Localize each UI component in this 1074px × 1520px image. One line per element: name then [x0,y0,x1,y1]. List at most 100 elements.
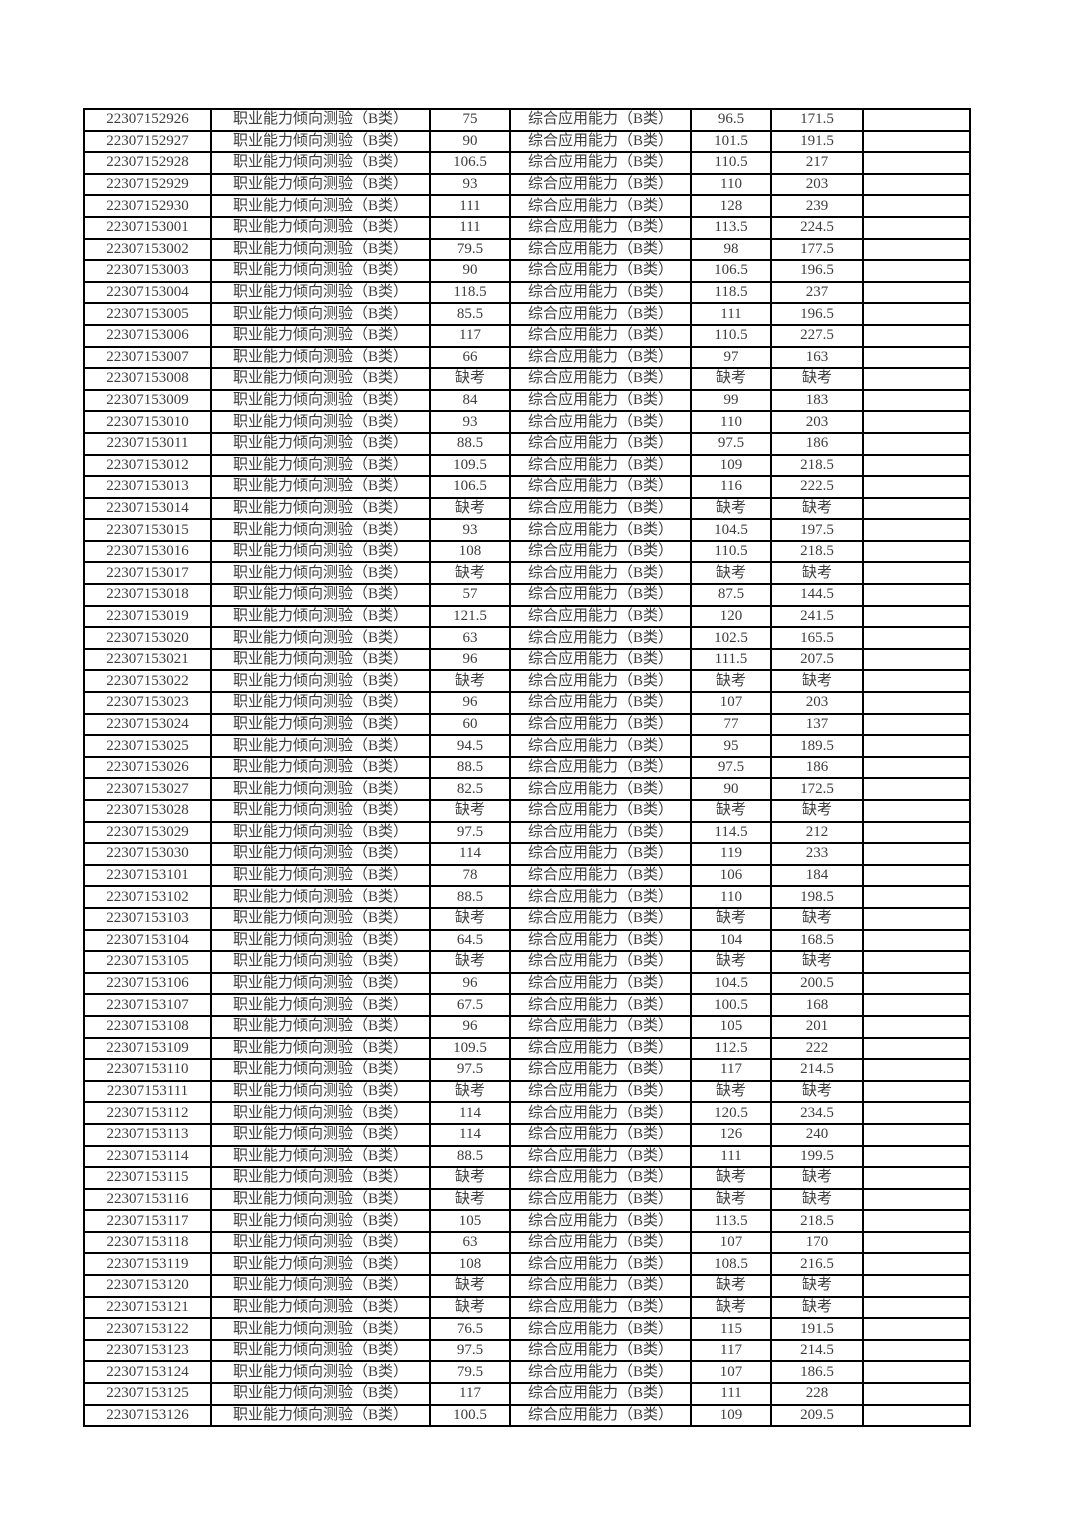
empty-cell [862,647,971,672]
score2-cell: 119 [690,842,772,866]
candidate-id-cell: 22307153023 [83,691,212,715]
subject2-cell: 综合应用能力（B类） [509,453,692,478]
candidate-id-cell: 22307153008 [83,367,212,391]
table-row: 22307153110 职业能力倾向测验（B类） 97.5 综合应用能力（B类）… [83,1058,971,1082]
total-score-cell: 191.5 [770,1317,864,1341]
score1-cell: 缺考 [429,561,511,586]
total-score-cell: 缺考 [770,1079,864,1104]
candidate-id-cell: 22307153028 [83,799,212,823]
table-row: 22307152930 职业能力倾向测验（B类） 111 综合应用能力（B类） … [83,194,971,218]
score2-cell: 缺考 [690,367,772,391]
score2-cell: 95 [690,734,772,758]
candidate-id-cell: 22307153027 [83,777,212,801]
table-row: 22307153107 职业能力倾向测验（B类） 67.5 综合应用能力（B类）… [83,993,971,1017]
score1-cell: 85.5 [429,302,511,326]
candidate-id-cell: 22307153123 [83,1338,212,1363]
empty-cell [862,712,971,737]
score1-cell: 111 [429,194,511,218]
subject1-cell: 职业能力倾向测验（B类） [210,928,431,953]
total-score-cell: 233 [770,842,864,866]
table-row: 22307153007 职业能力倾向测验（B类） 66 综合应用能力（B类） 9… [83,345,971,370]
candidate-id-cell: 22307153119 [83,1252,212,1277]
score2-cell: 缺考 [690,950,772,974]
score2-cell: 缺考 [690,1187,772,1212]
score2-cell: 109 [690,453,772,478]
subject1-cell: 职业能力倾向测验（B类） [210,691,431,715]
subject2-cell: 综合应用能力（B类） [509,691,692,715]
subject1-cell: 职业能力倾向测验（B类） [210,302,431,326]
score2-cell: 99 [690,388,772,413]
score1-cell: 97.5 [429,1338,511,1363]
candidate-id-cell: 22307153102 [83,885,212,909]
score-table-body: 22307152926 职业能力倾向测验（B类） 75 综合应用能力（B类） 9… [83,108,971,1428]
score2-cell: 98 [690,237,772,262]
total-score-cell: 缺考 [770,561,864,586]
subject2-cell: 综合应用能力（B类） [509,1122,692,1147]
subject2-cell: 综合应用能力（B类） [509,561,692,586]
score1-cell: 63 [429,1230,511,1255]
candidate-id-cell: 22307153011 [83,431,212,456]
subject2-cell: 综合应用能力（B类） [509,885,692,909]
subject1-cell: 职业能力倾向测验（B类） [210,583,431,607]
candidate-id-cell: 22307153004 [83,280,212,305]
empty-cell [862,431,971,456]
candidate-id-cell: 22307153122 [83,1317,212,1341]
subject2-cell: 综合应用能力（B类） [509,1036,692,1061]
subject2-cell: 综合应用能力（B类） [509,475,692,499]
score1-cell: 缺考 [429,669,511,694]
subject2-cell: 综合应用能力（B类） [509,928,692,953]
empty-cell [862,259,971,283]
candidate-id-cell: 22307153022 [83,669,212,694]
score2-cell: 100.5 [690,993,772,1017]
total-score-cell: 218.5 [770,453,864,478]
subject2-cell: 综合应用能力（B类） [509,1382,692,1406]
table-row: 22307153106 职业能力倾向测验（B类） 96 综合应用能力（B类） 1… [83,971,971,996]
total-score-cell: 191.5 [770,129,864,154]
subject1-cell: 职业能力倾向测验（B类） [210,1338,431,1363]
score1-cell: 60 [429,712,511,737]
total-score-cell: 216.5 [770,1252,864,1277]
subject1-cell: 职业能力倾向测验（B类） [210,777,431,801]
table-row: 22307153105 职业能力倾向测验（B类） 缺考 综合应用能力（B类） 缺… [83,950,971,974]
score2-cell: 104.5 [690,518,772,542]
total-score-cell: 177.5 [770,237,864,262]
score2-cell: 96.5 [690,108,772,132]
empty-cell [862,323,971,348]
candidate-id-cell: 22307153003 [83,259,212,283]
candidate-id-cell: 22307153012 [83,453,212,478]
score2-cell: 114.5 [690,820,772,845]
score2-cell: 97 [690,345,772,370]
subject1-cell: 职业能力倾向测验（B类） [210,1079,431,1104]
candidate-id-cell: 22307153124 [83,1360,212,1385]
empty-cell [862,1101,971,1125]
table-row: 22307153119 职业能力倾向测验（B类） 108 综合应用能力（B类） … [83,1252,971,1277]
empty-cell [862,1209,971,1233]
table-row: 22307153011 职业能力倾向测验（B类） 88.5 综合应用能力（B类）… [83,431,971,456]
score2-cell: 107 [690,1230,772,1255]
subject1-cell: 职业能力倾向测验（B类） [210,259,431,283]
subject1-cell: 职业能力倾向测验（B类） [210,1166,431,1190]
score1-cell: 93 [429,518,511,542]
score1-cell: 96 [429,691,511,715]
candidate-id-cell: 22307153025 [83,734,212,758]
subject2-cell: 综合应用能力（B类） [509,734,692,758]
empty-cell [862,1122,971,1147]
score1-cell: 108 [429,539,511,564]
candidate-id-cell: 22307153019 [83,604,212,629]
subject2-cell: 综合应用能力（B类） [509,583,692,607]
score2-cell: 110.5 [690,539,772,564]
table-row: 22307153005 职业能力倾向测验（B类） 85.5 综合应用能力（B类）… [83,302,971,326]
candidate-id-cell: 22307153026 [83,755,212,780]
score1-cell: 117 [429,1382,511,1406]
subject1-cell: 职业能力倾向测验（B类） [210,604,431,629]
total-score-cell: 缺考 [770,906,864,931]
table-row: 22307153010 职业能力倾向测验（B类） 93 综合应用能力（B类） 1… [83,410,971,434]
table-row: 22307153102 职业能力倾向测验（B类） 88.5 综合应用能力（B类）… [83,885,971,909]
score1-cell: 75 [429,108,511,132]
table-row: 22307153120 职业能力倾向测验（B类） 缺考 综合应用能力（B类） 缺… [83,1274,971,1298]
subject1-cell: 职业能力倾向测验（B类） [210,1122,431,1147]
table-row: 22307153014 职业能力倾向测验（B类） 缺考 综合应用能力（B类） 缺… [83,496,971,521]
subject1-cell: 职业能力倾向测验（B类） [210,669,431,694]
empty-cell [862,971,971,996]
subject1-cell: 职业能力倾向测验（B类） [210,108,431,132]
